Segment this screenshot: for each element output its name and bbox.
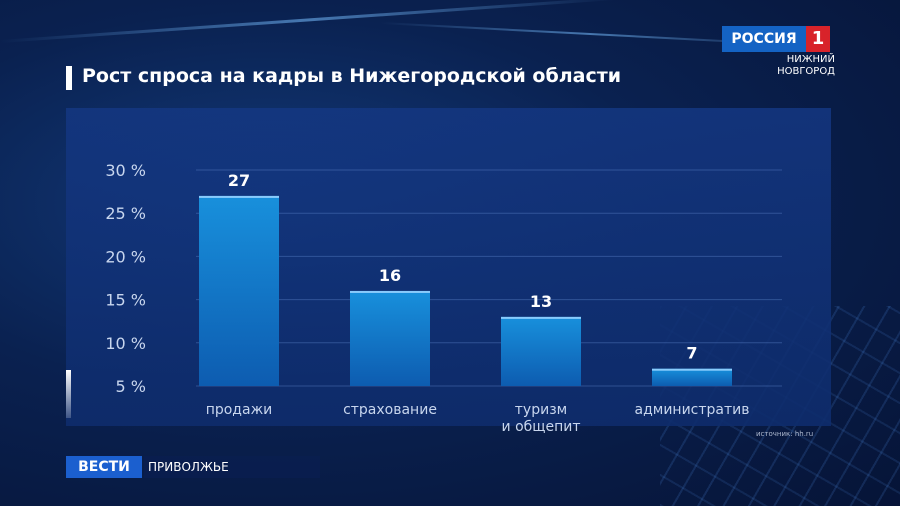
y-tick-label: 30 % bbox=[105, 161, 146, 180]
chart-title: Рост спроса на кадры в Нижегородской обл… bbox=[82, 65, 622, 87]
data-label: 7 bbox=[686, 344, 697, 363]
category-label: продажи bbox=[206, 402, 273, 418]
data-label: 27 bbox=[228, 171, 250, 190]
bar bbox=[199, 195, 279, 386]
y-tick-label: 10 % bbox=[105, 334, 146, 353]
bar-top-highlight bbox=[199, 195, 279, 198]
category-label: и общепит bbox=[502, 419, 581, 435]
bar-top-highlight bbox=[652, 368, 732, 371]
bar bbox=[501, 316, 581, 386]
data-label: 16 bbox=[379, 266, 401, 285]
data-label: 13 bbox=[530, 292, 552, 311]
bar-top-highlight bbox=[350, 290, 430, 293]
panel-accent-bar bbox=[66, 370, 71, 418]
y-tick-label: 25 % bbox=[105, 204, 146, 223]
program-brand: ВЕСТИ bbox=[66, 456, 142, 478]
channel-logo: РОССИЯ 1 bbox=[722, 26, 834, 52]
logo-number: 1 bbox=[806, 26, 830, 52]
title-accent-bar bbox=[66, 66, 72, 90]
category-label: туризм bbox=[515, 402, 567, 418]
y-tick-label: 15 % bbox=[105, 291, 146, 310]
y-tick-label: 20 % bbox=[105, 247, 146, 266]
logo-brand: РОССИЯ bbox=[722, 26, 806, 52]
city-line-2: НОВГОРОД bbox=[777, 66, 835, 77]
program-region: ПРИВОЛЖЬЕ bbox=[144, 456, 320, 478]
city-line-1: НИЖНИЙ bbox=[786, 54, 835, 65]
category-label: административ bbox=[635, 402, 750, 418]
bar-top-highlight bbox=[501, 316, 581, 319]
city-label: НИЖНИЙ НОВГОРОД bbox=[755, 54, 835, 78]
category-label: страхование bbox=[343, 402, 437, 418]
bar bbox=[350, 290, 430, 386]
source-note: источник: hh.ru bbox=[756, 430, 814, 438]
y-tick-label: 5 % bbox=[116, 377, 146, 396]
bar bbox=[652, 368, 732, 386]
